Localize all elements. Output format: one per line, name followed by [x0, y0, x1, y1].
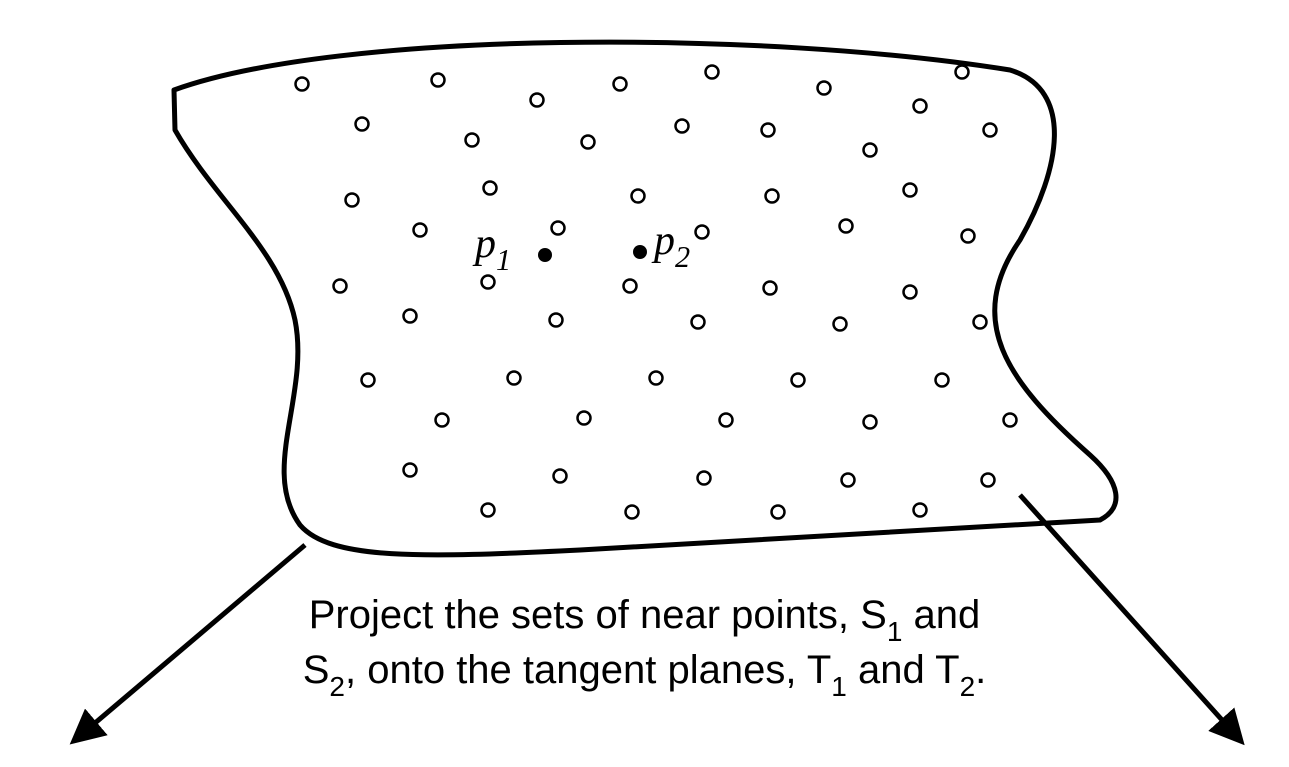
sample-point — [792, 374, 805, 387]
sample-point — [531, 94, 544, 107]
label-p2: p2 — [654, 217, 690, 271]
sample-point — [834, 318, 847, 331]
sample-point — [864, 144, 877, 157]
caption-l2-mid: , onto the tangent planes, T — [345, 648, 831, 692]
sample-point — [482, 276, 495, 289]
sample-point — [356, 118, 369, 131]
sample-point — [484, 182, 497, 195]
sample-point — [692, 316, 705, 329]
sample-point — [956, 66, 969, 79]
sample-point — [766, 190, 779, 203]
sample-points — [296, 66, 1017, 519]
sample-point — [626, 506, 639, 519]
caption-l1-pre: Project the sets of near points, S — [309, 593, 887, 637]
sample-point — [482, 504, 495, 517]
sample-point — [624, 280, 637, 293]
caption-l2-sub3: 2 — [960, 671, 976, 702]
sample-point — [936, 374, 949, 387]
sample-point — [550, 314, 563, 327]
label-p2-letter: p — [654, 218, 675, 264]
sample-point — [508, 372, 521, 385]
sample-point — [578, 412, 591, 425]
label-p1-sub: 1 — [496, 243, 511, 277]
caption-line-2: S2, onto the tangent planes, T1 and T2. — [0, 645, 1289, 700]
sample-point — [698, 472, 711, 485]
sample-point — [554, 470, 567, 483]
surface-outline — [174, 42, 1116, 555]
keypoint-p1 — [538, 248, 552, 262]
sample-point — [296, 78, 309, 91]
sample-point — [818, 82, 831, 95]
sample-point — [974, 316, 987, 329]
caption-l1-mid: and — [902, 593, 980, 637]
sample-point — [632, 190, 645, 203]
sample-point — [842, 474, 855, 487]
sample-point — [904, 184, 917, 197]
sample-point — [1004, 414, 1017, 427]
diagram-stage: p1 p2 Project the sets of near points, S… — [0, 0, 1289, 767]
sample-point — [982, 474, 995, 487]
sample-point — [914, 100, 927, 113]
sample-point — [614, 78, 627, 91]
sample-point — [914, 504, 927, 517]
sample-point — [696, 226, 709, 239]
sample-point — [414, 224, 427, 237]
sample-point — [466, 134, 479, 147]
sample-point — [552, 222, 565, 235]
caption: Project the sets of near points, S1 and … — [0, 590, 1289, 700]
caption-l2-end: . — [975, 648, 986, 692]
label-p1: p1 — [475, 220, 511, 274]
sample-point — [650, 372, 663, 385]
sample-point — [432, 74, 445, 87]
caption-l2-mid2: and T — [847, 648, 960, 692]
caption-l2-sub2: 1 — [831, 671, 847, 702]
caption-l2-sub1: 2 — [329, 671, 345, 702]
caption-l2-pre: S — [303, 648, 330, 692]
caption-line-1: Project the sets of near points, S1 and — [0, 590, 1289, 645]
sample-point — [676, 120, 689, 133]
sample-point — [404, 310, 417, 323]
sample-point — [764, 282, 777, 295]
sample-point — [904, 286, 917, 299]
keypoint-p2 — [633, 245, 647, 259]
sample-point — [772, 506, 785, 519]
sample-point — [962, 230, 975, 243]
sample-point — [404, 464, 417, 477]
sample-point — [582, 136, 595, 149]
sample-point — [762, 124, 775, 137]
sample-point — [706, 66, 719, 79]
sample-point — [984, 124, 997, 137]
caption-l1-sub1: 1 — [887, 616, 903, 647]
sample-point — [840, 220, 853, 233]
sample-point — [720, 414, 733, 427]
label-p1-letter: p — [475, 221, 496, 267]
label-p2-sub: 2 — [675, 240, 690, 274]
sample-point — [864, 416, 877, 429]
sample-point — [436, 414, 449, 427]
sample-point — [362, 374, 375, 387]
sample-point — [346, 194, 359, 207]
sample-point — [334, 280, 347, 293]
